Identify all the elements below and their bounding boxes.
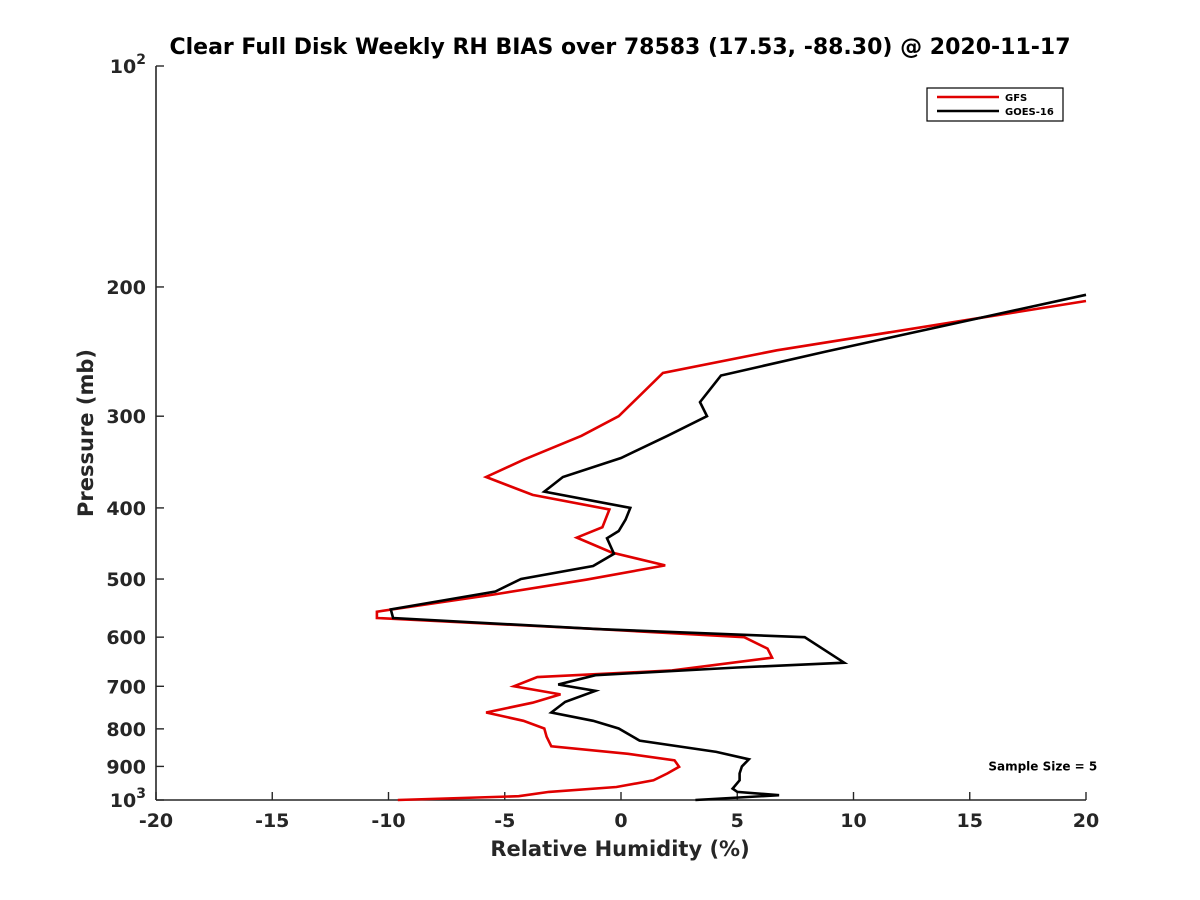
- x-tick-label: 20: [1073, 810, 1099, 832]
- x-tick-label: -20: [139, 810, 173, 832]
- series-line-goes-16: [389, 293, 1087, 802]
- y-tick-label: 600: [106, 627, 146, 649]
- y-tick-label: 700: [106, 676, 146, 698]
- x-tick-label: 0: [614, 810, 627, 832]
- y-tick-label: 400: [106, 498, 146, 520]
- series-line-gfs: [375, 299, 1087, 802]
- sample-size-annotation: Sample Size = 5: [988, 759, 1097, 773]
- x-tick-label: 10: [840, 810, 866, 832]
- x-tick-label: 5: [731, 810, 744, 832]
- y-tick-label: 500: [106, 569, 146, 591]
- y-tick-label: 103: [110, 786, 146, 812]
- legend: GFS GOES-16: [926, 87, 1064, 122]
- x-tick-label: -5: [494, 810, 515, 832]
- y-tick-label: 102: [110, 52, 146, 78]
- plot-series: [375, 293, 1087, 802]
- y-tick-label: 300: [106, 406, 146, 428]
- x-tick-label: 15: [957, 810, 983, 832]
- legend-label: GOES-16: [1005, 107, 1054, 118]
- legend-label: GFS: [1005, 93, 1027, 104]
- legend-box: [926, 87, 1064, 122]
- x-tick-label: -15: [255, 810, 289, 832]
- chart-title: Clear Full Disk Weekly RH BIAS over 7858…: [169, 35, 1070, 60]
- y-tick-label: 800: [106, 719, 146, 741]
- annotations: Sample Size = 5: [988, 759, 1097, 773]
- y-tick-label: 200: [106, 277, 146, 299]
- y-axis-title: Pressure (mb): [74, 349, 98, 517]
- x-tick-label: -10: [371, 810, 405, 832]
- axes: -20 -15 -10 -5 0 5 10 15 20 102 200 300 400 500 600 700…: [106, 52, 1099, 832]
- y-tick-label: 900: [106, 756, 146, 778]
- x-axis-title: Relative Humidity (%): [490, 837, 749, 861]
